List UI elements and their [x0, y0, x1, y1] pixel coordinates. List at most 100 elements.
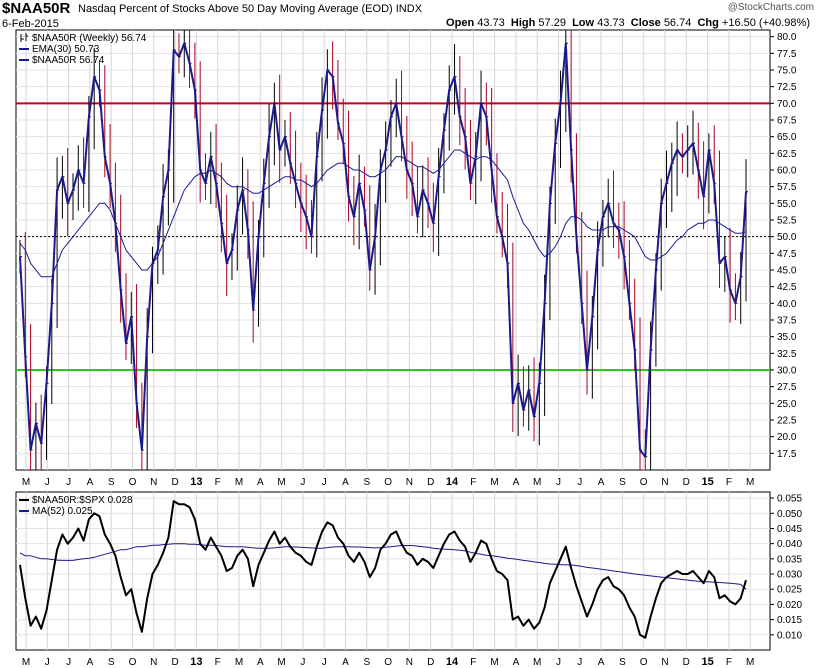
x-tick-label: D — [171, 477, 178, 488]
x-tick-label: O — [129, 657, 137, 668]
x-tick-label: 14 — [446, 656, 459, 668]
y-tick-label: 42.5 — [777, 282, 797, 293]
x-tick-label: J — [322, 477, 327, 488]
chart-date: 6-Feb-2015 — [2, 18, 59, 30]
x-tick-label: O — [129, 477, 137, 488]
x-tick-label: N — [150, 477, 157, 488]
x-tick-label: J — [45, 477, 50, 488]
legend-entry: EMA(30) 50.73 — [32, 44, 100, 55]
x-tick-label: S — [108, 477, 115, 488]
x-tick-label: J — [300, 477, 305, 488]
x-tick-label: M — [490, 477, 498, 488]
x-tick-label: O — [384, 477, 392, 488]
source-credit[interactable]: @StockCharts.com — [727, 2, 814, 13]
x-tick-label: J — [556, 657, 561, 668]
y-tick-label: 0.040 — [777, 539, 802, 550]
x-tick-label: D — [427, 657, 434, 668]
y-tick-label: 0.030 — [777, 570, 802, 581]
open-value: 43.73 — [477, 17, 505, 29]
y-tick-label: 32.5 — [777, 349, 797, 360]
low-value: 43.73 — [597, 17, 625, 29]
ratio-panel-frame — [15, 491, 771, 651]
exchange-label: INDX — [395, 3, 423, 15]
y-tick-label: 22.5 — [777, 416, 797, 427]
y-tick-label: 65.0 — [777, 132, 797, 143]
x-tick-label: A — [87, 477, 94, 488]
x-tick-label: M — [746, 657, 754, 668]
x-tick-label: J — [66, 657, 71, 668]
high-value: 57.29 — [538, 17, 566, 29]
chart-header: $NAA50R Nasdaq Percent of Stocks Above 5… — [0, 0, 820, 30]
y-tick-label: 50.0 — [777, 232, 797, 243]
x-tick-label: N — [406, 657, 413, 668]
x-tick-label: A — [87, 657, 94, 668]
y-tick-label: 17.5 — [777, 449, 797, 460]
y-tick-label: 80.0 — [777, 32, 797, 43]
y-tick-label: 57.5 — [777, 182, 797, 193]
y-tick-label: 25.0 — [777, 399, 797, 410]
y-tick-label: 0.045 — [777, 524, 802, 535]
y-tick-label: 55.0 — [777, 199, 797, 210]
x-tick-label: F — [215, 657, 221, 668]
legend-entry: $NAA50R (Weekly) 56.74 — [32, 33, 147, 44]
x-tick-label: M — [533, 657, 541, 668]
x-tick-label: M — [235, 477, 243, 488]
x-tick-label: 13 — [190, 476, 202, 488]
y-tick-label: 37.5 — [777, 316, 797, 327]
x-tick-label: F — [470, 477, 476, 488]
y-tick-label: 0.015 — [777, 615, 802, 626]
y-tick-label: 0.035 — [777, 554, 802, 565]
x-tick-label: N — [661, 657, 668, 668]
open-label: Open — [446, 17, 475, 29]
x-tick-label: M — [746, 477, 754, 488]
x-tick-label: S — [619, 657, 626, 668]
y-tick-label: 20.0 — [777, 432, 797, 443]
x-tick-label: O — [640, 477, 648, 488]
x-tick-label: N — [661, 477, 668, 488]
y-tick-label: 47.5 — [777, 249, 797, 260]
x-tick-label: M — [22, 477, 30, 488]
middle-x-axis: M J J A S O N D 13 F M A M J J A S O N D 14 F M A M J J A S O N D 15 F M — [22, 476, 755, 488]
y-tick-label: 52.5 — [777, 216, 797, 227]
x-tick-label: A — [257, 657, 264, 668]
x-tick-label: A — [598, 657, 605, 668]
x-tick-label: F — [726, 477, 732, 488]
y-tick-label: 35.0 — [777, 332, 797, 343]
ratio-panel: 0.010 0.015 0.020 0.025 0.030 0.035 0.040 0.045… — [15, 491, 802, 651]
close-value: 56.74 — [663, 17, 692, 29]
legend-entry: MA(52) 0.025 — [32, 506, 93, 517]
low-label: Low — [572, 17, 595, 29]
ema30-line — [19, 149, 747, 278]
x-tick-label: J — [556, 477, 561, 488]
x-tick-label: 13 — [190, 656, 202, 668]
legend-entry: $NAA50R 56.74 — [32, 55, 105, 66]
bottom-x-axis: M J J A S O N D 13 F M A M J J A S O N D 14 F M A M J J A S O N D 15 F M — [22, 656, 755, 668]
y-tick-label: 0.025 — [777, 585, 802, 596]
close-label: Close — [630, 17, 661, 29]
x-tick-label: D — [171, 657, 178, 668]
quote-summary: Open 43.73 High 57.29 Low 43.73 Close 56… — [446, 17, 810, 29]
y-tick-label: 70.0 — [777, 99, 797, 110]
description-text: Nasdaq Percent of Stocks Above 50 Day Mo… — [78, 3, 393, 15]
price-line — [19, 42, 747, 458]
x-tick-label: D — [427, 477, 434, 488]
x-tick-label: M — [277, 477, 285, 488]
x-tick-label: S — [363, 657, 370, 668]
y-tick-label: 45.0 — [777, 266, 797, 277]
y-tick-label: 62.5 — [777, 149, 797, 160]
x-tick-label: M — [490, 657, 498, 668]
y-tick-label: 40.0 — [777, 299, 797, 310]
symbol-description: Nasdaq Percent of Stocks Above 50 Day Mo… — [78, 3, 422, 15]
symbol-title: $NAA50R — [2, 0, 71, 17]
x-tick-label: S — [108, 657, 115, 668]
y-tick-label: 30.0 — [777, 366, 797, 377]
x-tick-label: 15 — [701, 656, 713, 668]
x-tick-label: M — [277, 657, 285, 668]
x-tick-label: M — [235, 657, 243, 668]
y-tick-label: 60.0 — [777, 166, 797, 177]
x-tick-label: F — [470, 657, 476, 668]
x-tick-label: J — [322, 657, 327, 668]
x-tick-label: O — [384, 657, 392, 668]
x-tick-label: F — [215, 477, 221, 488]
